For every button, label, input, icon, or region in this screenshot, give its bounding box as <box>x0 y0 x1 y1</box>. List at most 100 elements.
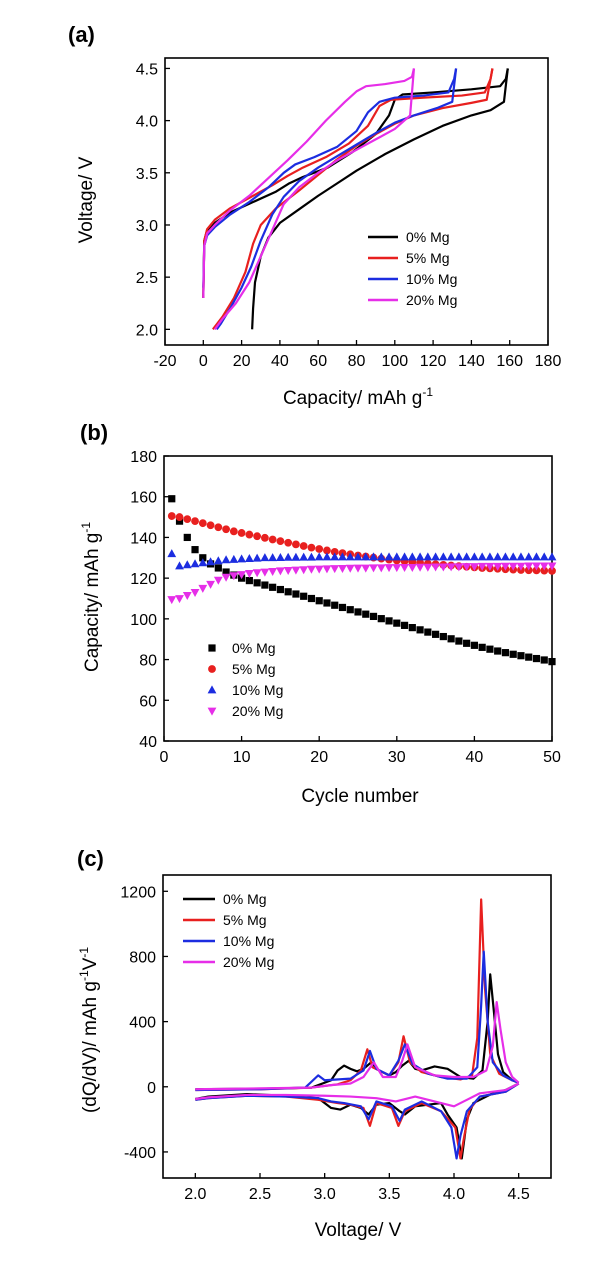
panel-b-series-20pct-mg-point <box>190 588 200 597</box>
panel-b-y-tick-label: 160 <box>130 490 157 507</box>
panel-b-series-0pct-mg-point <box>261 581 269 589</box>
panel-a-x-tick-label: 80 <box>348 353 366 370</box>
panel-a-y-tick-label: 4.5 <box>136 61 158 78</box>
panel-c-plot-area: 2.0 2.5 3.0 3.5 4.0 4.5 -400 0 400 800 1200 0% Mg 5%… <box>120 874 552 1203</box>
panel-c-y-axis-label-text: (dQ/dV)/ mAh g <box>80 981 101 1113</box>
panel-c-legend-label-0pct-mg: 0% Mg <box>223 891 267 907</box>
panel-b-series-0pct-mg-point <box>463 639 471 647</box>
panel-b-series-20pct-mg-point <box>283 567 293 576</box>
panel-b-series-20pct-mg-point <box>206 580 215 589</box>
panel-b-series-5pct-mg-point <box>198 519 207 528</box>
panel-b-series-20pct-mg-point <box>260 568 270 577</box>
panel-b-series-10pct-mg-point <box>252 553 262 562</box>
panel-b-series-0pct-mg-point <box>548 658 556 666</box>
panel-c-y-tick-label: 1200 <box>120 884 156 901</box>
panel-b-series-10pct-mg-point <box>244 554 254 562</box>
panel-c-x-tick-label: 3.0 <box>314 1186 336 1203</box>
panel-a-x-tick-label: 100 <box>381 353 408 370</box>
panel-b-series-0pct-mg-point <box>183 533 191 542</box>
panel-b-series-20pct-mg-point <box>268 568 278 577</box>
panel-c-y-axis-label-sup-2: -1 <box>77 947 91 958</box>
panel-b-legend-marker-10pct-mg <box>207 685 217 694</box>
panel-a-x-tick-label: 120 <box>420 353 447 370</box>
panel-b-series-20pct-mg-point <box>470 563 479 572</box>
panel-a: (a) -20 0 20 40 60 80 100 120 140 160 180 2.0 2.5 3.0… <box>68 22 561 409</box>
panel-b-series-0pct-mg-point <box>362 610 370 618</box>
panel-a-y-tick-label: 4.0 <box>136 114 158 131</box>
panel-b-series-20pct-mg-point <box>213 576 223 585</box>
panel-a-x-tick-label: 20 <box>233 353 251 370</box>
panel-b-series-10pct-mg-point <box>206 557 215 566</box>
panel-c-series-20pct-mg-charge-curve <box>195 1000 520 1091</box>
panel-b-series-0pct-mg-point <box>501 649 510 657</box>
panel-b-series-20pct-mg-point <box>501 562 510 571</box>
panel-b-series-20pct-mg-point <box>291 566 301 575</box>
panel-b-series-20pct-mg-point <box>384 564 394 573</box>
panel-b-series-0pct-mg-point <box>292 590 300 598</box>
panel-b-legend-marker-20pct-mg <box>207 707 217 716</box>
panel-b-series-10pct-mg-point <box>407 552 417 561</box>
panel-b-series-5pct-mg-point <box>245 530 254 539</box>
panel-b-series-10pct-mg-point <box>423 552 433 561</box>
panel-b-series-0pct-mg-point <box>199 554 207 562</box>
panel-b-series-10pct-mg-point <box>338 552 347 561</box>
panel-b-series-20pct-mg-point <box>392 564 402 573</box>
panel-c-label: (c) <box>77 846 104 871</box>
panel-b-series-20pct-mg-point <box>175 595 184 604</box>
panel-b-series-10pct-mg-point <box>431 552 440 561</box>
panel-b-series-20pct-mg-point <box>221 573 231 582</box>
panel-b-series-20pct-mg-point <box>237 571 246 580</box>
panel-b-series-0pct-mg-point <box>432 630 440 638</box>
panel-a-legend-label-0pct-mg: 0% Mg <box>406 229 450 245</box>
panel-b-series-10pct-mg-point <box>400 552 409 561</box>
panel-b-series-0pct-mg-point <box>416 626 424 634</box>
panel-b-series-5pct-mg-point <box>315 545 324 553</box>
panel-b-series-20pct-mg-point <box>462 563 472 572</box>
panel-a-legend-label-10pct-mg: 10% Mg <box>406 271 457 287</box>
panel-b-series-0pct-mg-point <box>400 621 409 629</box>
panel-a-legend-label-5pct-mg: 5% Mg <box>406 250 450 266</box>
panel-b-series-0pct-mg-point <box>447 635 455 643</box>
panel-b-series-5pct-mg-point <box>183 515 192 524</box>
panel-b-series-10pct-mg-point <box>260 553 270 562</box>
panel-b-series-10pct-mg-point <box>182 560 192 569</box>
panel-b-series-10pct-mg-point <box>376 552 386 561</box>
panel-c-y-tick-label: 400 <box>129 1015 156 1032</box>
panel-b-series-0pct-mg-point <box>424 628 432 636</box>
panel-b-series-20pct-mg-point <box>407 563 417 572</box>
panel-b-series-0pct-mg-point <box>168 495 176 503</box>
panel-b-series-20pct-mg-point <box>182 592 192 601</box>
panel-b-series-0pct-mg-point <box>323 599 331 607</box>
panel-a-x-tick-label: -20 <box>153 353 176 370</box>
panel-b-series-0pct-mg-point <box>478 643 486 651</box>
panel-b-series-10pct-mg-point <box>516 552 526 561</box>
panel-b-series-0pct-mg-point <box>408 624 416 632</box>
panel-b-y-axis-label-superscript: -1 <box>79 522 93 533</box>
panel-b-series-0pct-mg-point <box>331 601 339 609</box>
panel-b-series-5pct-mg-point <box>167 512 176 520</box>
panel-b-legend-label-5pct-mg: 5% Mg <box>232 661 276 677</box>
panel-b-series-10pct-mg-point <box>547 552 557 561</box>
panel-b-series-0pct-mg-point <box>486 645 494 653</box>
panel-b-series-0pct-mg-point <box>338 603 347 612</box>
panel-a-y-axis-label: Voltage/ V <box>76 156 97 243</box>
panel-b-series-10pct-mg-point <box>190 559 200 568</box>
panel-b-series-20pct-mg-point <box>307 565 316 574</box>
panel-b-series-5pct-mg-point <box>292 540 300 549</box>
panel-c-y-axis-label-sup-1: -1 <box>77 970 91 981</box>
panel-b-x-tick-label: 40 <box>466 749 484 766</box>
panel-b-series-20pct-mg-point <box>454 563 464 572</box>
panel-b-series-0pct-mg-point <box>222 568 230 576</box>
panel-a-series-20pct-mg-discharge-curve <box>213 68 416 331</box>
panel-b-plot-frame <box>163 455 553 742</box>
panel-b-y-axis-label-text: Capacity/ mAh g <box>82 533 103 672</box>
panel-b-series-20pct-mg-point <box>477 562 487 571</box>
panel-a-x-tick-label: 0 <box>199 353 208 370</box>
panel-b-series-5pct-mg-point <box>548 566 556 575</box>
panel-b-series-20pct-mg-point <box>252 569 262 578</box>
panel-b-series-0pct-mg-point <box>525 653 533 661</box>
panel-c-legend-label-20pct-mg: 20% Mg <box>223 954 274 970</box>
panel-a-x-tick-label: 40 <box>271 353 289 370</box>
panel-a-plot-area: -20 0 20 40 60 80 100 120 140 160 180 2.0 2.5 3.0 3.5 4… <box>136 57 561 370</box>
